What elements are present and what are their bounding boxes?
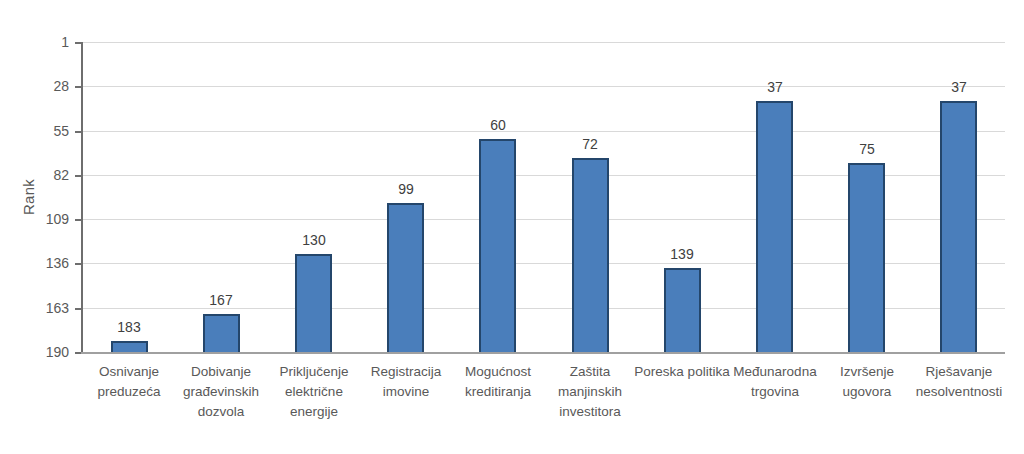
bar-value-label: 99 bbox=[371, 181, 441, 197]
category-label: Poreska politika bbox=[630, 362, 734, 382]
y-tick-label: 109 bbox=[25, 212, 69, 226]
category-label: Rješavanje nesolventnosti bbox=[907, 362, 1011, 402]
bar bbox=[848, 163, 885, 352]
bar bbox=[295, 254, 332, 352]
bar-value-label: 75 bbox=[832, 141, 902, 157]
x-axis-line bbox=[81, 352, 1005, 354]
bar bbox=[572, 158, 609, 352]
bar-value-label: 139 bbox=[647, 246, 717, 262]
bar-value-label: 72 bbox=[555, 136, 625, 152]
y-tick-label: 190 bbox=[25, 345, 69, 359]
bar bbox=[479, 139, 516, 352]
bar bbox=[940, 101, 977, 352]
bar-value-label: 37 bbox=[740, 79, 810, 95]
bar bbox=[203, 314, 240, 352]
bar bbox=[387, 203, 424, 352]
y-tick-label: 163 bbox=[25, 301, 69, 315]
category-label: Međunarodna trgovina bbox=[723, 362, 827, 402]
category-label: Dobivanje građevinskih dozvola bbox=[169, 362, 273, 422]
category-label: Priključenje električne energije bbox=[262, 362, 366, 422]
bar-value-label: 130 bbox=[279, 232, 349, 248]
bar-value-label: 167 bbox=[186, 292, 256, 308]
category-label: Zaštita manjinskih investitora bbox=[538, 362, 642, 422]
category-label: Registracija imovine bbox=[354, 362, 458, 402]
category-label: Osnivanje preduzeća bbox=[77, 362, 181, 402]
bar-value-label: 37 bbox=[924, 79, 994, 95]
bar bbox=[756, 101, 793, 352]
y-tick-label: 82 bbox=[25, 168, 69, 182]
bar-value-label: 60 bbox=[463, 117, 533, 133]
category-label: Izvršenje ugovora bbox=[815, 362, 919, 402]
bar-value-label: 183 bbox=[94, 319, 164, 335]
y-axis-line bbox=[81, 42, 83, 354]
rank-bar-chart: Rank 1 28 55 82 109 136 163 190 183 Osnivanje pre… bbox=[0, 0, 1024, 454]
category-label: Mogućnost kreditiranja bbox=[446, 362, 550, 402]
bar bbox=[111, 341, 148, 352]
y-tick-label: 136 bbox=[25, 256, 69, 270]
gridline bbox=[83, 86, 1005, 87]
y-tick-label: 28 bbox=[25, 79, 69, 93]
y-axis-title-text: Rank bbox=[20, 179, 37, 215]
bar bbox=[664, 268, 701, 352]
y-tick-label: 1 bbox=[25, 35, 69, 49]
y-tick-label: 55 bbox=[25, 124, 69, 138]
gridline bbox=[83, 42, 1005, 43]
gridline bbox=[83, 131, 1005, 132]
